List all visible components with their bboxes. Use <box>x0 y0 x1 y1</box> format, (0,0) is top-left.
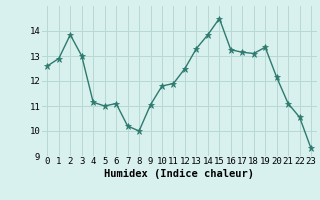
X-axis label: Humidex (Indice chaleur): Humidex (Indice chaleur) <box>104 169 254 179</box>
